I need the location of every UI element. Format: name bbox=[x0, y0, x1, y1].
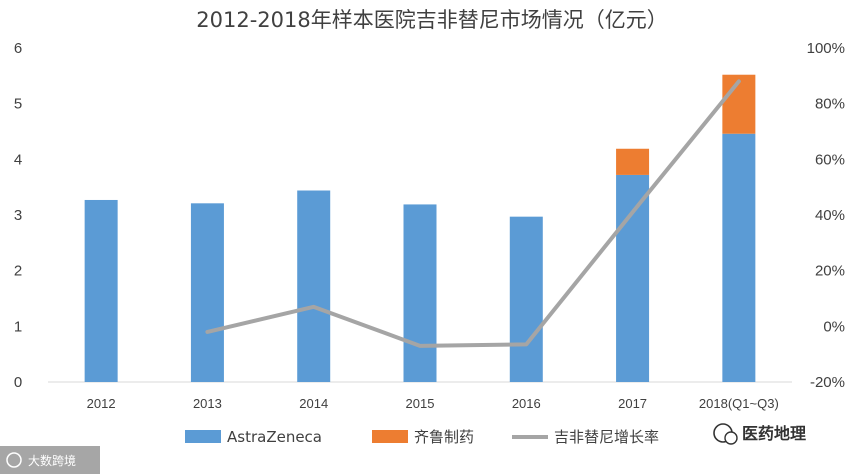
bar-astrazeneca-4 bbox=[509, 216, 543, 382]
left-tick-label: 0 bbox=[14, 374, 22, 391]
right-tick-label: 100% bbox=[807, 40, 845, 57]
x-tick-label: 2012 bbox=[87, 396, 116, 411]
legend-label-0: AstraZeneca bbox=[227, 428, 322, 446]
left-tick-label: 2 bbox=[14, 263, 22, 280]
left-tick-label: 3 bbox=[14, 207, 22, 224]
growth-line-series bbox=[205, 79, 741, 348]
legend-label-2: 吉非替尼增长率 bbox=[554, 428, 659, 446]
left-tick-label: 6 bbox=[14, 40, 22, 57]
left-tick-label: 4 bbox=[14, 151, 22, 168]
chart-title: 2012-2018年样本医院吉非替尼市场情况（亿元） bbox=[196, 8, 667, 32]
left-axis-ticks: 0 1 2 3 4 5 6 bbox=[14, 40, 22, 391]
right-tick-label: 60% bbox=[815, 151, 845, 168]
left-tick-label: 5 bbox=[14, 96, 22, 113]
watermark-left: 大数跨境 bbox=[0, 446, 100, 474]
x-tick-label: 2013 bbox=[193, 396, 222, 411]
x-tick-label: 2015 bbox=[406, 396, 435, 411]
watermark-left-bg bbox=[0, 446, 100, 474]
growth-line bbox=[205, 79, 741, 348]
legend: AstraZeneca 齐鲁制药 吉非替尼增长率 bbox=[185, 428, 659, 446]
x-tick-label: 2016 bbox=[512, 396, 541, 411]
legend-label-1: 齐鲁制药 bbox=[414, 428, 474, 446]
bar-astrazeneca-2 bbox=[297, 190, 331, 382]
bar-astrazeneca-1 bbox=[190, 203, 224, 382]
bar-astrazeneca-5 bbox=[616, 174, 650, 382]
watermark-right: 医药地理 bbox=[713, 423, 806, 445]
bar-astrazeneca-6 bbox=[722, 133, 756, 382]
watermark-left-text: 大数跨境 bbox=[28, 453, 76, 468]
right-tick-label: 20% bbox=[815, 263, 845, 280]
x-tick-label: 2017 bbox=[618, 396, 647, 411]
bar-astrazeneca-3 bbox=[403, 204, 437, 382]
right-tick-label: -20% bbox=[810, 374, 845, 391]
bar-astrazeneca-0 bbox=[84, 199, 118, 382]
legend-swatch-0 bbox=[185, 430, 221, 443]
right-tick-label: 80% bbox=[815, 96, 845, 113]
legend-swatch-1 bbox=[372, 430, 408, 443]
right-tick-label: 0% bbox=[823, 318, 845, 335]
left-tick-label: 1 bbox=[14, 318, 22, 335]
watermark-right-text: 医药地理 bbox=[742, 424, 806, 443]
wechat-icon-left bbox=[6, 452, 22, 468]
bars bbox=[84, 74, 756, 382]
x-axis-ticks: 2012 2013 2014 2015 2016 2017 2018(Q1~Q3) bbox=[87, 396, 779, 411]
x-tick-label: 2018(Q1~Q3) bbox=[699, 396, 779, 411]
bar-qilu-5 bbox=[616, 148, 650, 175]
right-axis-ticks: -20% 0% 20% 40% 60% 80% 100% bbox=[807, 40, 845, 391]
right-tick-label: 40% bbox=[815, 207, 845, 224]
wechat-icon-small bbox=[724, 431, 738, 445]
x-tick-label: 2014 bbox=[299, 396, 328, 411]
